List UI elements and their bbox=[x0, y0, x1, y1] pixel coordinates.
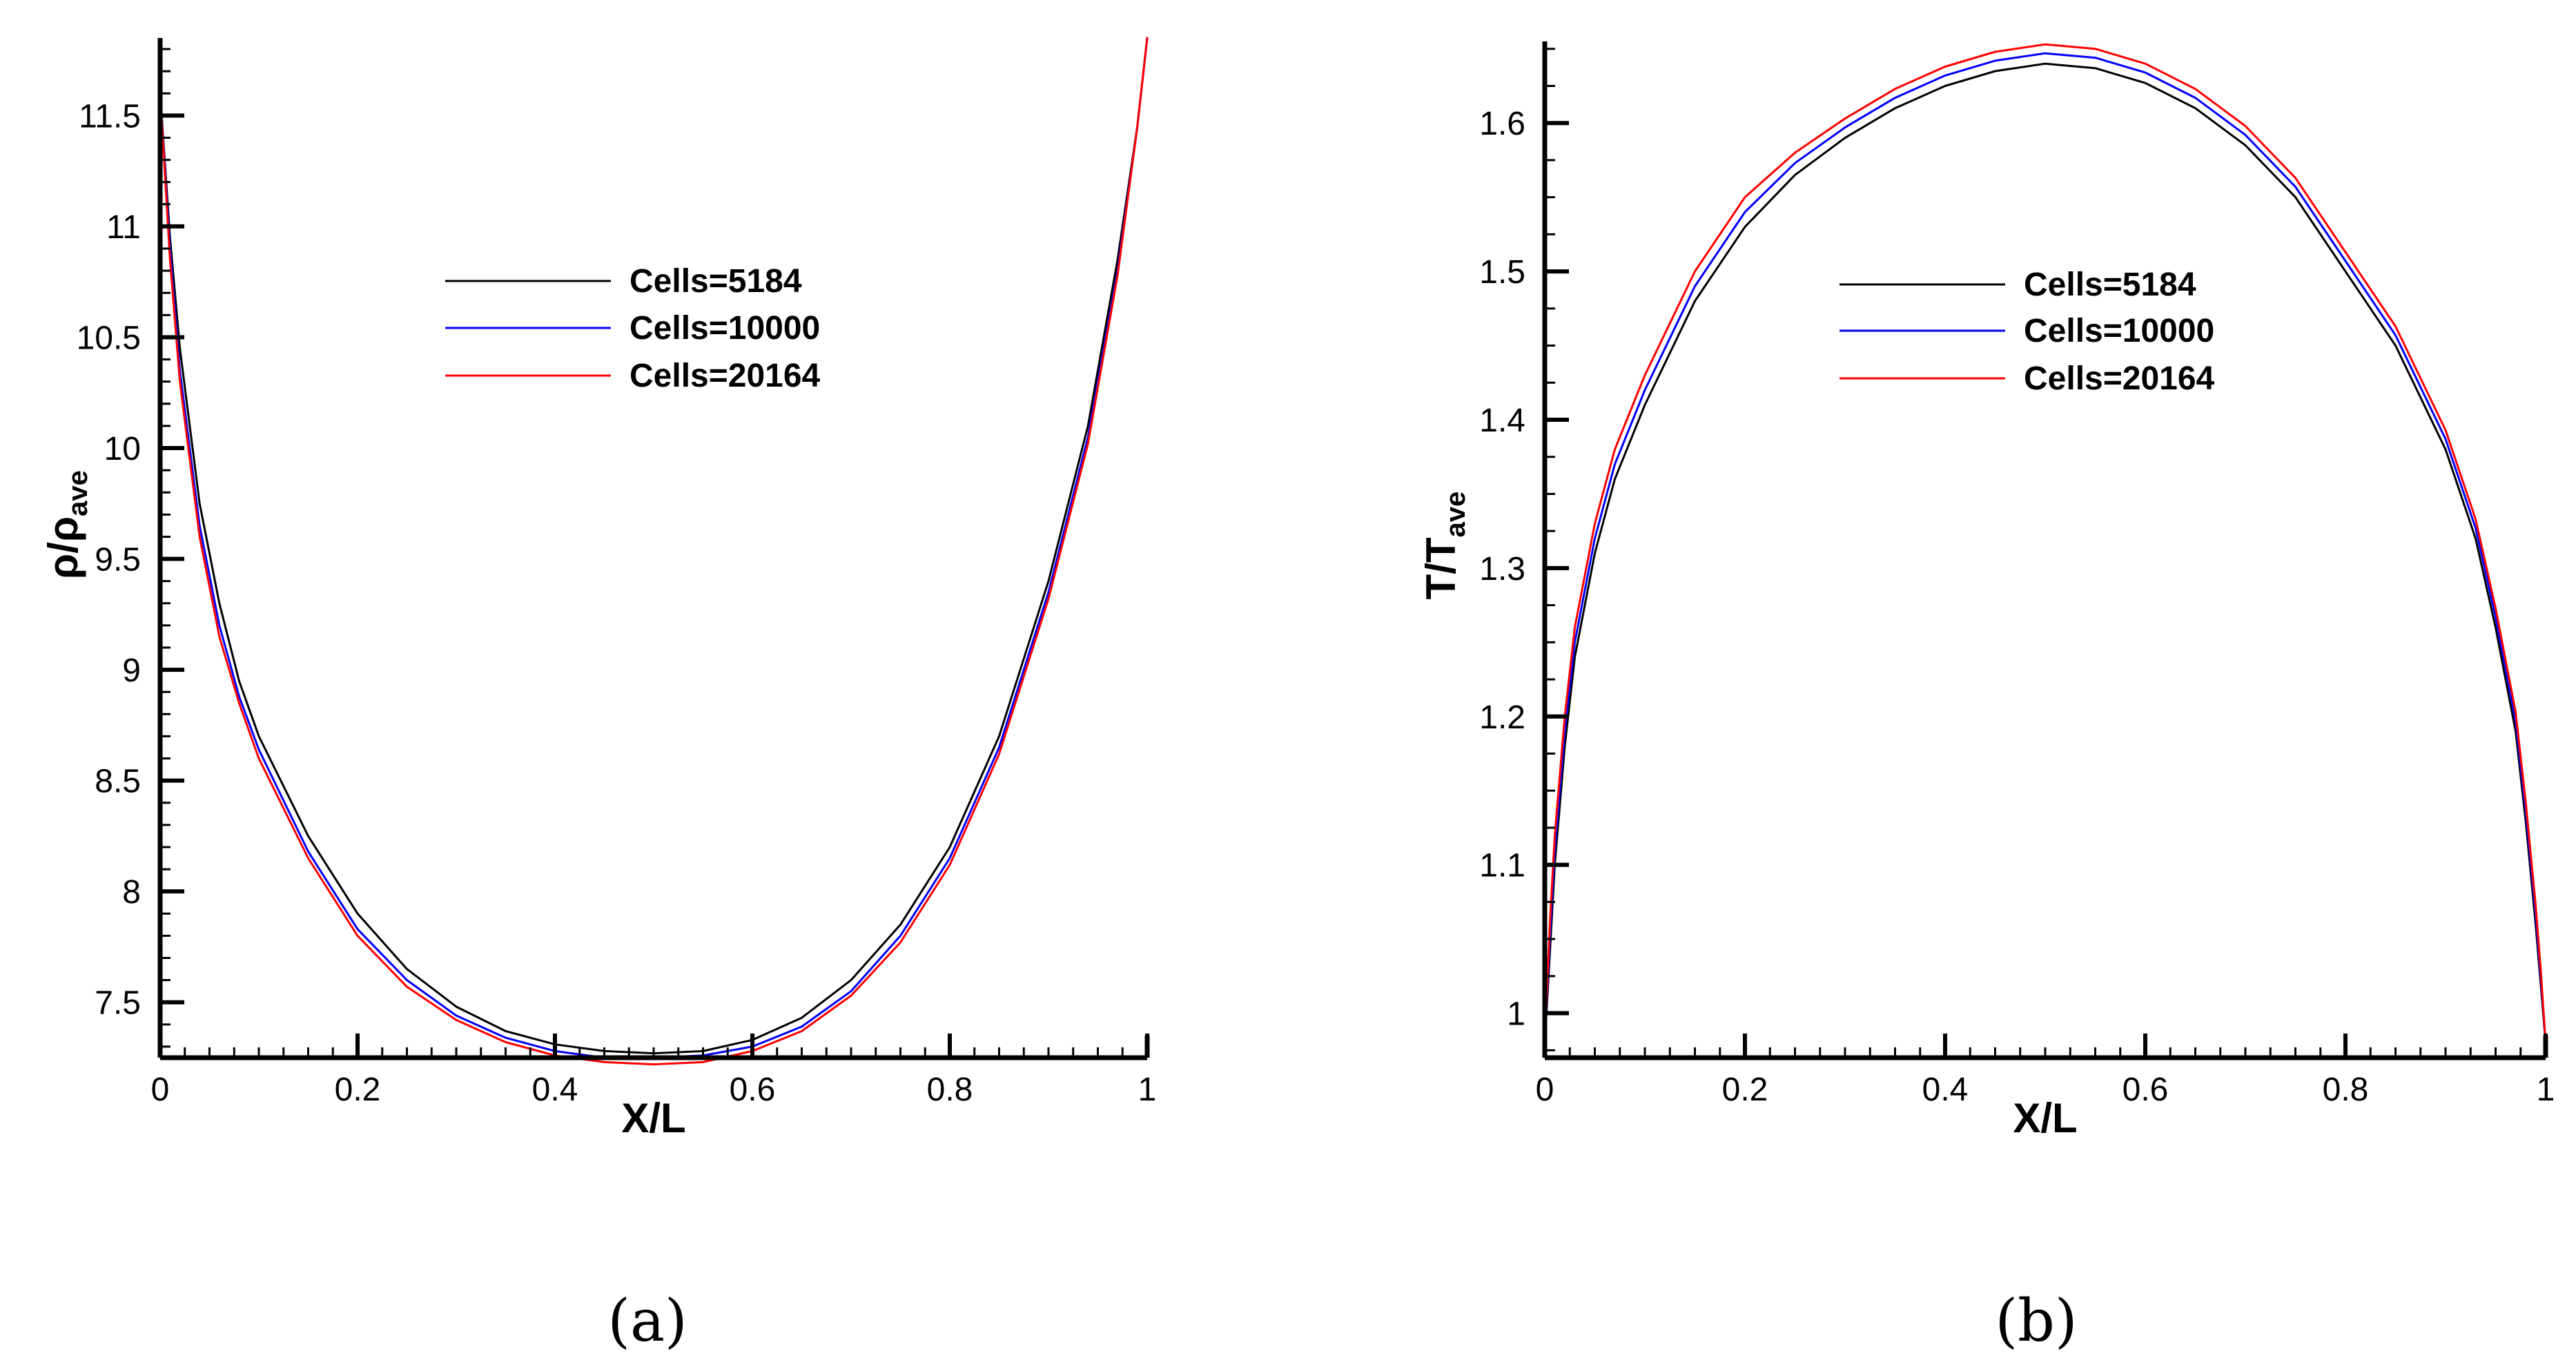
panel-b: 0 0.2 0.4 0.6 0.8 1 1 1.1 1.2 1.3 1.4 1.5 1.6 Cells… bbox=[1418, 41, 2555, 1355]
legend-label-a-0: Cells=5184 bbox=[630, 263, 802, 300]
x-tick-label-b: 1 bbox=[2537, 1072, 2555, 1108]
x-axis-title-a: X/L bbox=[621, 1095, 685, 1141]
panel-caption-a: (a) bbox=[607, 1287, 687, 1355]
series-line-b-2 bbox=[1543, 43, 2547, 1044]
series-line-b-0 bbox=[1543, 62, 2547, 1044]
x-tick-label-b: 0 bbox=[1536, 1072, 1554, 1108]
x-ticks-a: 0 0.2 0.4 0.6 0.8 1 bbox=[151, 1034, 1157, 1108]
y-tick-label-a: 11.5 bbox=[79, 98, 141, 135]
legend-label-b-2: Cells=20164 bbox=[2024, 360, 2215, 397]
panel-a: 0 0.2 0.4 0.6 0.8 1 7.5 8 8.5 9 9.5 10 10.5 11 11.5 C… bbox=[40, 37, 1157, 1355]
y-axis-title-b-sub: ave bbox=[1441, 492, 1471, 538]
y-axis-title-b: T/Tave bbox=[1418, 492, 1471, 600]
y-tick-label-a: 11 bbox=[106, 209, 141, 246]
y-tick-label-a: 10.5 bbox=[77, 320, 141, 356]
x-tick-label-b: 0.4 bbox=[1922, 1072, 1969, 1108]
y-tick-label-b: 1.4 bbox=[1479, 403, 1525, 439]
y-axis-title-a: ρ/ρave bbox=[40, 470, 93, 579]
series-lines-b bbox=[1543, 43, 2547, 1044]
legend-label-b-1: Cells=10000 bbox=[2024, 313, 2214, 349]
x-tick-label-a: 1 bbox=[1138, 1072, 1157, 1108]
y-tick-label-a: 8.5 bbox=[95, 764, 141, 800]
series-line-a-2 bbox=[159, 37, 1149, 1066]
panel-caption-b: (b) bbox=[1995, 1287, 2077, 1355]
x-tick-label-a: 0.2 bbox=[335, 1072, 381, 1108]
legend-label-a-1: Cells=10000 bbox=[630, 310, 820, 347]
y-tick-label-a: 10 bbox=[104, 431, 141, 467]
x-tick-label-b: 0.8 bbox=[2323, 1072, 2369, 1108]
y-ticks-b: 1 1.1 1.2 1.3 1.4 1.5 1.6 bbox=[1479, 48, 1569, 1051]
x-axis-title-b: X/L bbox=[2013, 1095, 2077, 1141]
x-tick-label-a: 0.8 bbox=[927, 1072, 973, 1108]
y-tick-label-b: 1.2 bbox=[1479, 699, 1525, 736]
y-tick-label-a: 9.5 bbox=[95, 542, 141, 579]
y-tick-label-b: 1.5 bbox=[1479, 254, 1525, 291]
legend-label-a-2: Cells=20164 bbox=[630, 358, 821, 394]
y-tick-label-b: 1.6 bbox=[1479, 106, 1525, 142]
x-tick-label-b: 0.6 bbox=[2123, 1072, 2169, 1108]
y-tick-label-a: 8 bbox=[122, 874, 141, 911]
y-tick-label-b: 1.1 bbox=[1479, 848, 1525, 884]
y-ticks-a: 7.5 8 8.5 9 9.5 10 10.5 11 11.5 bbox=[77, 48, 184, 1048]
x-tick-label-b: 0.2 bbox=[1722, 1072, 1768, 1108]
y-axis-title-b-main: T/T bbox=[1418, 537, 1464, 599]
x-tick-label-a: 0.6 bbox=[730, 1072, 776, 1108]
legend-label-b-0: Cells=5184 bbox=[2024, 266, 2196, 303]
x-ticks-b: 0 0.2 0.4 0.6 0.8 1 bbox=[1536, 1034, 2555, 1108]
legend-a: Cells=5184 Cells=10000 Cells=20164 bbox=[445, 263, 821, 394]
y-tick-label-a: 9 bbox=[122, 652, 141, 689]
series-line-b-1 bbox=[1543, 52, 2547, 1044]
y-axis-title-a-main: ρ/ρ bbox=[40, 516, 86, 579]
y-tick-label-a: 7.5 bbox=[95, 985, 141, 1022]
y-tick-label-b: 1 bbox=[1507, 996, 1525, 1033]
legend-b: Cells=5184 Cells=10000 Cells=20164 bbox=[1840, 266, 2215, 397]
x-tick-label-a: 0.4 bbox=[532, 1072, 578, 1108]
x-tick-label-a: 0 bbox=[151, 1072, 170, 1108]
y-axis-title-a-sub: ave bbox=[63, 470, 93, 516]
y-tick-label-b: 1.3 bbox=[1479, 551, 1525, 588]
